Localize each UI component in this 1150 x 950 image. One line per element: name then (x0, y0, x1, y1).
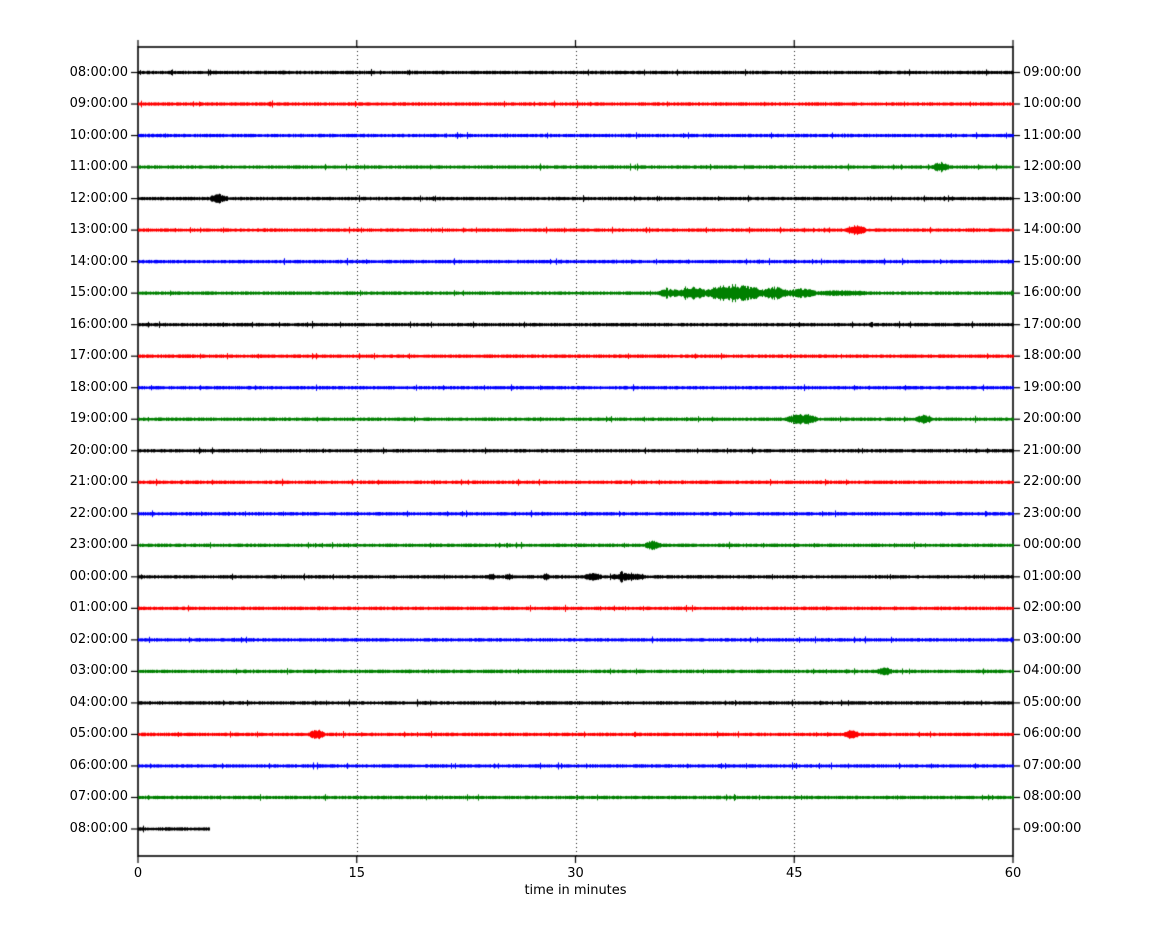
left-time-label: 08:00:00 (69, 821, 128, 836)
left-time-label: 23:00:00 (69, 537, 128, 553)
left-time-label: 18:00:00 (69, 379, 128, 395)
left-time-label: 06:00:00 (69, 757, 128, 773)
left-time-label: 08:00:00 (69, 64, 128, 80)
right-time-label: 22:00:00 (1023, 474, 1082, 490)
right-time-label: 11:00:00 (1023, 127, 1082, 143)
right-time-label: 14:00:00 (1023, 222, 1082, 238)
right-time-label: 08:00:00 (1023, 789, 1082, 805)
x-tick-label: 0 (133, 866, 143, 881)
left-time-label: 17:00:00 (69, 348, 128, 364)
right-time-label: 09:00:00 (1023, 64, 1082, 80)
right-time-label: 18:00:00 (1023, 348, 1082, 364)
left-time-label: 21:00:00 (69, 474, 128, 490)
x-tick-label: 60 (1004, 866, 1022, 881)
x-axis-label: time in minutes (524, 883, 627, 898)
right-time-label: 10:00:00 (1023, 96, 1082, 112)
right-time-label: 09:00:00 (1023, 821, 1082, 836)
left-time-label: 05:00:00 (69, 726, 128, 742)
left-time-label: 01:00:00 (69, 600, 128, 616)
right-time-label: 12:00:00 (1023, 159, 1082, 175)
left-time-label: 19:00:00 (69, 411, 128, 427)
right-time-label: 07:00:00 (1023, 757, 1082, 773)
x-tick-label: 30 (567, 866, 584, 881)
left-time-label: 22:00:00 (69, 505, 128, 521)
left-time-label: 09:00:00 (69, 96, 128, 112)
right-time-label: 17:00:00 (1023, 316, 1082, 332)
left-time-label: 04:00:00 (69, 694, 128, 710)
left-time-label: 10:00:00 (69, 127, 128, 143)
left-time-label: 13:00:00 (69, 222, 128, 238)
right-time-label: 15:00:00 (1023, 253, 1082, 269)
x-tick-label: 15 (348, 866, 366, 881)
right-time-label: 21:00:00 (1023, 442, 1082, 458)
right-time-label: 01:00:00 (1023, 568, 1082, 584)
left-time-label: 20:00:00 (69, 442, 128, 458)
right-time-label: 23:00:00 (1023, 505, 1082, 521)
left-time-label: 03:00:00 (69, 663, 128, 679)
left-time-label: 07:00:00 (69, 789, 128, 805)
right-time-label: 06:00:00 (1023, 726, 1082, 742)
right-time-label: 02:00:00 (1023, 600, 1082, 616)
right-time-label: 04:00:00 (1023, 663, 1082, 679)
left-time-label: 00:00:00 (69, 568, 128, 584)
right-time-label: 13:00:00 (1023, 190, 1082, 206)
right-time-label: 00:00:00 (1023, 537, 1082, 553)
left-time-label: 14:00:00 (69, 253, 128, 269)
right-time-label: 16:00:00 (1023, 285, 1082, 301)
right-time-label: 03:00:00 (1023, 631, 1082, 647)
left-time-label: 02:00:00 (69, 631, 128, 647)
left-time-label: 15:00:00 (69, 285, 128, 301)
x-tick-label: 45 (785, 866, 803, 881)
right-time-label: 20:00:00 (1023, 411, 1082, 427)
left-time-label: 12:00:00 (69, 190, 128, 206)
right-time-label: 19:00:00 (1023, 379, 1082, 395)
left-time-label: 16:00:00 (69, 316, 128, 332)
right-time-label: 05:00:00 (1023, 694, 1082, 710)
left-time-label: 11:00:00 (69, 159, 128, 175)
